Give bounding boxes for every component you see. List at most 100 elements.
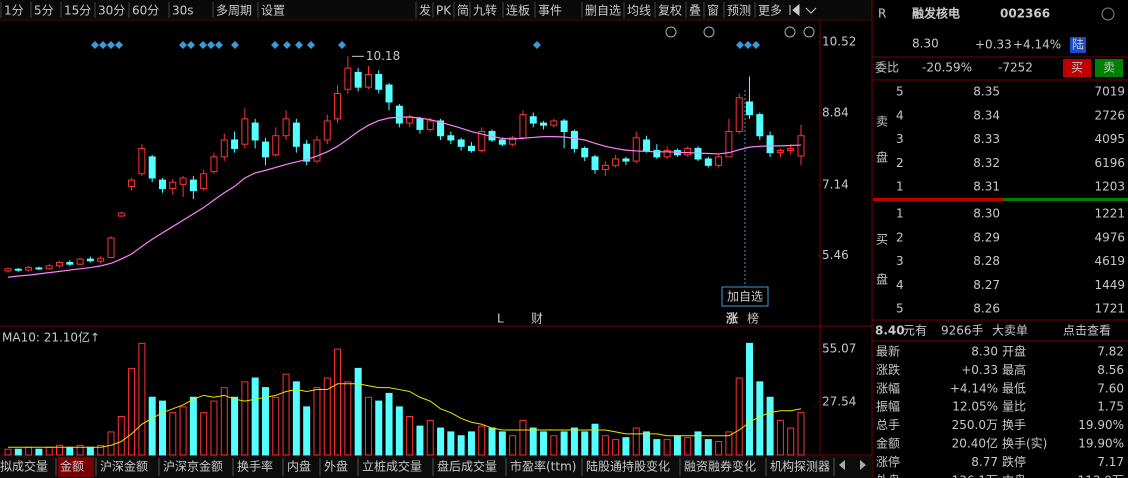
stat-label: 最新 [876,344,900,359]
big-order[interactable]: 点击查看 [1063,324,1111,338]
watch-box[interactable] [721,286,769,307]
candle-body [303,143,311,162]
tab[interactable]: 拟成交量 [0,459,48,474]
volume-bar [117,416,125,456]
book-level: 5 [896,302,904,316]
event-marker[interactable] [307,41,315,49]
candle-body [241,118,249,145]
sell-button-bg[interactable] [1095,59,1123,77]
tool-button[interactable]: 均线 [627,4,651,18]
buy-button-bg[interactable] [1063,59,1091,77]
period-button[interactable]: 1分 [4,4,24,18]
book-level: 5 [896,85,904,99]
watch-label[interactable]: 加自选 [727,290,763,304]
tool-button[interactable]: 发 [419,3,431,18]
tab[interactable]: 换手率 [237,459,273,474]
tab[interactable]: 陆股通持股变化 [586,459,670,474]
tool-button[interactable]: 连板 [506,3,530,18]
event-marker[interactable] [179,41,187,49]
event-marker[interactable] [533,41,541,49]
volume-bar [704,439,712,456]
tool-button[interactable]: 九转 [473,3,497,18]
dropdown-icon[interactable] [805,7,817,14]
stat-label: 涨停 [876,454,900,469]
tool-button[interactable]: 更多 [758,4,782,18]
sell-button[interactable]: 卖 [1103,61,1115,75]
event-marker[interactable] [215,41,223,49]
stat-label: 金额 [876,436,900,451]
candle-body [663,150,671,158]
period-button[interactable]: 30分 [98,4,125,18]
tool-icon[interactable] [803,26,815,38]
event-marker[interactable] [207,41,215,49]
event-marker[interactable] [91,41,99,49]
stat-value: 113.9万 [1078,473,1124,478]
event-marker[interactable] [752,41,760,49]
tab[interactable]: 机构探测器 [770,459,830,474]
volume-bar [776,419,784,456]
event-marker[interactable] [99,41,107,49]
tab[interactable]: 融资融券变化 [684,459,756,474]
candle-body [231,139,239,149]
tab-scroll[interactable] [839,460,866,470]
tool-button[interactable]: 窗 [707,4,719,18]
buy-button[interactable]: 买 [1071,61,1083,75]
tool-button[interactable]: 事件 [538,4,562,18]
period-button[interactable]: 15分 [64,4,91,18]
candle-body [776,150,784,154]
tab-active[interactable]: 金额 [60,459,84,474]
tool-button[interactable]: 预测 [727,4,751,18]
volume-bar [251,377,259,456]
event-marker[interactable] [199,41,207,49]
tool-icon[interactable] [703,26,715,38]
collapse-icon[interactable] [789,3,800,17]
tool-icon[interactable] [784,26,796,38]
tool-button[interactable]: 叠 [689,4,701,18]
tab[interactable]: 内盘 [287,459,311,474]
period-button[interactable]: 多周期 [216,4,252,18]
big-order: 大卖单 [992,324,1028,338]
tool-icon[interactable] [665,26,677,38]
event-marker[interactable] [283,41,291,49]
tab[interactable]: 外盘 [324,459,348,474]
tool-button[interactable]: 复权 [658,4,682,18]
period-button[interactable]: 60分 [132,4,159,18]
book-split-green [1003,198,1128,201]
stat-label: 涨幅 [876,380,900,395]
event-marker[interactable] [744,41,752,49]
candle-body [715,156,723,166]
event-marker[interactable] [295,41,303,49]
event-marker[interactable] [271,41,279,49]
book-price: 8.30 [973,207,1000,221]
tab-active-bg [58,457,94,477]
stat-value: 136.1万 [952,473,998,478]
volume-bar [334,348,342,456]
volume-bar [746,342,754,456]
volume-title: MA10: 21.10亿↑ [2,330,100,345]
event-marker[interactable] [231,41,239,49]
period-button[interactable]: 30s [172,4,194,18]
tab[interactable]: 市盈率(ttm) [510,459,576,474]
period-button[interactable]: 设置 [261,4,285,18]
stat-label: 外盘 [876,472,900,478]
tool-button[interactable]: PK [436,4,452,18]
settings-icon[interactable] [1101,7,1115,21]
tab[interactable]: 沪深京金额 [163,459,223,474]
event-bang: 榜 [747,311,759,326]
tab[interactable]: 立桩成交量 [362,459,422,474]
event-marker[interactable] [736,41,744,49]
candle-body [437,120,445,137]
period-button[interactable]: 5分 [34,4,54,18]
tool-button[interactable]: 简 [457,4,469,18]
candle-body [261,141,269,158]
tool-button[interactable]: 删自选 [585,4,621,18]
event-marker[interactable] [115,41,123,49]
event-marker[interactable] [338,41,346,49]
tab[interactable]: 盘后成交量 [437,459,497,474]
change: +0.33 [975,38,1012,52]
tab[interactable]: 沪深金额 [100,459,148,474]
event-marker[interactable] [187,41,195,49]
event-marker[interactable] [107,41,115,49]
volume-bar [169,412,177,456]
